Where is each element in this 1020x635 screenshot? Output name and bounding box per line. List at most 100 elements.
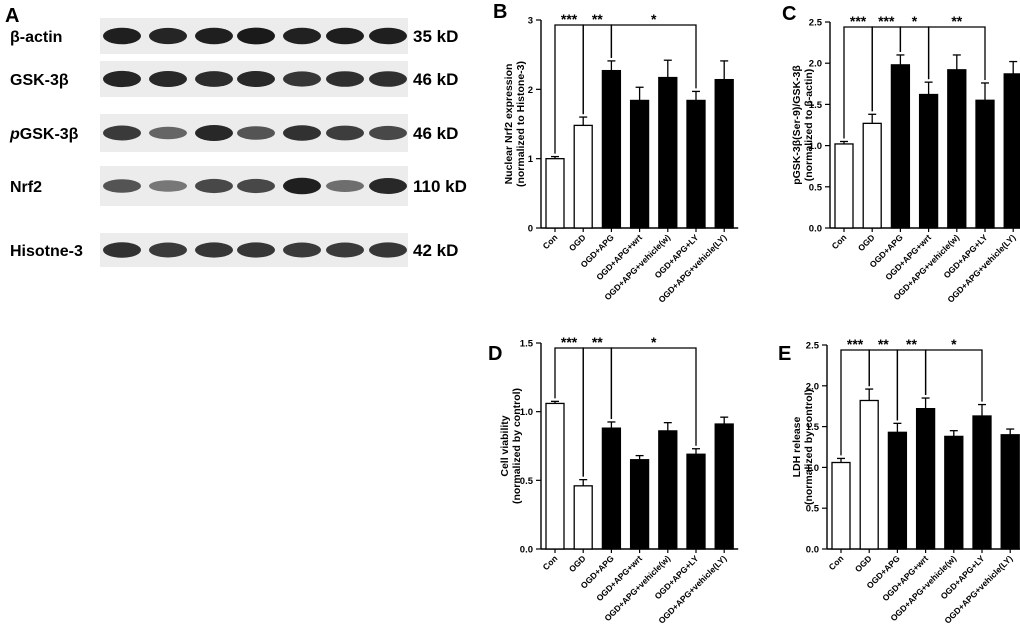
y-tick-label: 1.5	[520, 339, 534, 350]
significance-label: *	[651, 334, 657, 350]
blot-label: β-actin	[10, 29, 62, 46]
blot-band	[195, 178, 233, 194]
bar	[1003, 73, 1020, 229]
y-tick-label: 0.5	[809, 182, 823, 193]
panel-letter: E	[778, 343, 791, 365]
blot-band	[283, 71, 321, 87]
blot-band	[237, 178, 275, 194]
y-tick-label: 1.0	[806, 463, 819, 474]
blot-band	[149, 180, 187, 192]
y-tick-label: 0.5	[520, 476, 534, 487]
bar	[545, 402, 565, 550]
y-axis-label: (normalized by control)	[511, 388, 523, 504]
blot-band	[326, 71, 364, 87]
bar	[573, 485, 593, 550]
y-axis-label: Cell viability	[499, 415, 511, 476]
bar	[629, 99, 650, 229]
blot-kd-label: 110 kD	[413, 177, 467, 196]
panel-letter: D	[488, 343, 502, 365]
blot-kd-label: 46 kD	[413, 124, 458, 143]
y-axis-label: (normalized to Histone-3)	[515, 61, 527, 187]
blot-label: pGSK-3β	[9, 126, 79, 143]
bar	[658, 430, 678, 550]
x-tick-label: Con	[830, 232, 849, 251]
bar	[831, 461, 851, 550]
bar	[887, 431, 908, 550]
panel-letter: B	[493, 1, 507, 23]
blot-band	[237, 242, 275, 258]
significance-label: ***	[850, 13, 867, 29]
bar	[686, 99, 706, 229]
panel-letter-a: A	[5, 5, 19, 27]
blot-band	[103, 179, 141, 193]
y-axis-label: (normalized by control)	[803, 389, 815, 505]
x-tick-label: OGD	[567, 553, 588, 574]
bar	[834, 143, 854, 229]
significance-label: ***	[561, 11, 578, 27]
blot-label: Nrf2	[10, 179, 42, 196]
y-tick-label: 1.0	[520, 407, 533, 418]
blot-band	[149, 242, 187, 258]
y-axis-label: LDH release	[791, 416, 803, 477]
bar	[947, 69, 967, 229]
bar	[1000, 434, 1020, 550]
x-tick-label: OGD	[853, 553, 874, 574]
y-tick-label: 2	[528, 85, 533, 96]
blot-band	[149, 27, 187, 45]
x-tick-label: Con	[541, 232, 560, 251]
blot-band	[326, 180, 364, 192]
blot-band	[369, 71, 407, 87]
bar	[545, 158, 565, 229]
bar	[890, 64, 911, 229]
blot-band	[237, 126, 275, 140]
bar	[686, 453, 706, 550]
blot-band	[283, 177, 321, 195]
bar	[975, 99, 995, 229]
blot-band	[326, 27, 364, 45]
chart-panel-d: D 0.0 0.5 1.0 1.5 Cell viability (normalized b…	[488, 334, 739, 626]
blot-band	[326, 125, 364, 141]
y-tick-label: 2.0	[806, 381, 819, 392]
significance-label: **	[592, 334, 603, 350]
blot-kd-label: 46 kD	[413, 70, 458, 89]
significance-label: *	[651, 11, 657, 27]
y-tick-label: 0.0	[806, 545, 819, 556]
bar	[714, 78, 734, 229]
blot-band	[369, 125, 407, 141]
significance-bracket	[924, 349, 983, 402]
y-tick-label: 2.5	[809, 18, 823, 29]
y-tick-label: 0.0	[809, 224, 822, 235]
bar	[862, 122, 882, 229]
y-tick-label: 0	[528, 224, 533, 235]
blot-band	[283, 242, 321, 258]
significance-label: **	[592, 11, 603, 27]
blot-band	[369, 242, 407, 258]
bar	[629, 459, 650, 550]
blot-band	[103, 242, 141, 258]
y-tick-label: 3	[528, 16, 533, 27]
significance-label: ***	[847, 336, 864, 352]
bar	[918, 93, 939, 229]
significance-label: ***	[878, 13, 895, 29]
bar	[944, 435, 964, 550]
blot-band	[103, 125, 141, 141]
y-tick-label: 2.5	[806, 341, 820, 352]
blot-band	[326, 242, 364, 258]
significance-bracket	[927, 26, 986, 80]
y-tick-label: 1	[528, 154, 534, 165]
blot-band	[103, 27, 141, 45]
bar	[714, 423, 734, 550]
blot-band	[369, 178, 407, 194]
y-tick-label: 1.5	[809, 100, 823, 111]
chart-panel-c: C 0.0 0.5 1.0 1.5 2.0 2.5 pGSK-3β(Ser-9)/GSK-3β…	[782, 3, 1020, 305]
y-tick-label: 1.0	[809, 141, 822, 152]
significance-label: *	[912, 13, 918, 29]
blot-band	[195, 242, 233, 258]
y-axis-label: (normalized to β-actin)	[803, 69, 815, 182]
y-tick-label: 2.0	[809, 59, 822, 70]
blot-band	[283, 125, 321, 141]
bar	[601, 69, 622, 229]
y-axis-label: Nuclear Nrf2 expression	[503, 64, 515, 185]
x-tick-label: OGD	[856, 232, 877, 253]
